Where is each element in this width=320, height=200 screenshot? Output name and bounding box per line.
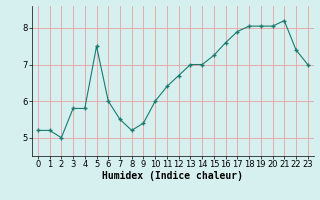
X-axis label: Humidex (Indice chaleur): Humidex (Indice chaleur) — [102, 171, 243, 181]
